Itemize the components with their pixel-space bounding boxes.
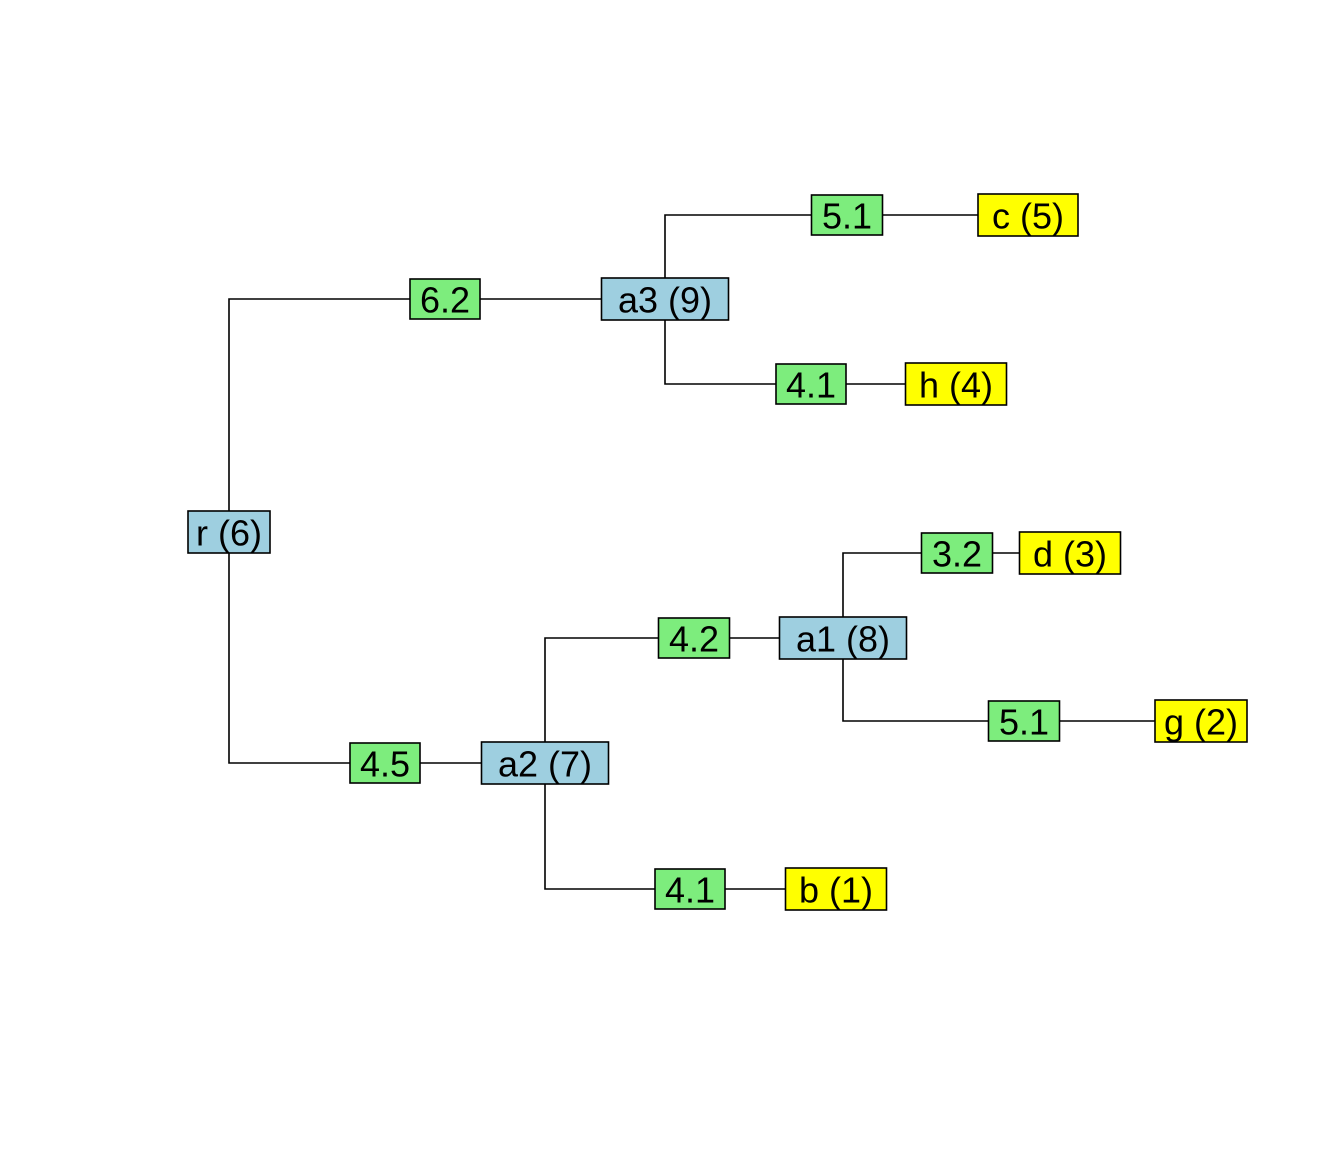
edge-r-a2 [228,532,545,764]
edge-label-layer: 6.2 4.5 5.1 4.1 4.2 4.1 3.2 5.1 [349,194,1061,911]
edge-label-text: 4.2 [669,619,719,660]
internal-node-label: a3 (9) [618,280,712,321]
edge-label-a1-g: 5.1 [987,700,1061,743]
edge-label-box [775,363,847,405]
leaf-node-box [1018,531,1122,575]
edge-label-text: 5.1 [999,702,1049,743]
leaf-node-label: d (3) [1033,534,1107,575]
leaf-node-label: h (4) [919,365,993,406]
node-a1: a1 (8) [778,616,908,660]
internal-node-label: a1 (8) [796,619,890,660]
edge-label-box [810,194,884,236]
node-layer: r (6) a3 (9) a2 (7) a1 (8) c (5) h (4) d (3) g … [187,193,1248,911]
edge-label-text: 4.1 [786,365,836,406]
edge-label-box [654,868,726,910]
edge-label-a2-a1: 4.2 [657,617,731,660]
node-r: r (6) [187,510,271,554]
node-g: g (2) [1154,699,1248,743]
edge-r-a3 [228,298,665,532]
internal-node-label: r (6) [196,513,262,554]
internal-node-box [187,510,271,554]
edge-label-text: 3.2 [932,534,982,575]
edge-label-a2-b: 4.1 [654,868,726,911]
node-d: d (3) [1018,531,1122,575]
edge-layer [228,214,1201,890]
edge-label-text: 6.2 [420,280,470,321]
leaf-node-box [977,193,1079,237]
edge-label-r-a2: 4.5 [349,742,421,785]
edge-label-r-a3: 6.2 [409,278,481,321]
node-h: h (4) [904,362,1008,406]
edge-label-box [657,617,731,659]
internal-node-box [600,277,730,321]
leaf-node-box [784,867,888,911]
edge-a2-b [544,763,836,890]
internal-node-box [480,741,610,785]
leaf-node-label: c (5) [992,196,1064,237]
edge-label-a3-c: 5.1 [810,194,884,237]
leaf-node-box [904,362,1008,406]
internal-node-label: a2 (7) [498,744,592,785]
node-a2: a2 (7) [480,741,610,785]
leaf-node-label: g (2) [1164,702,1238,743]
edge-label-text: 5.1 [822,196,872,237]
edge-label-box [920,532,994,574]
edge-label-text: 4.5 [360,744,410,785]
node-c: c (5) [977,193,1079,237]
edge-a2-a1 [544,637,843,763]
edge-label-a1-d: 3.2 [920,532,994,575]
edge-label-box [409,278,481,320]
leaf-node-label: b (1) [799,870,873,911]
edge-a1-g [842,638,1201,722]
internal-node-box [778,616,908,660]
edge-label-box [987,700,1061,742]
edge-label-a3-h: 4.1 [775,363,847,406]
edge-label-box [349,742,421,784]
edge-label-text: 4.1 [665,870,715,911]
node-b: b (1) [784,867,888,911]
edge-a1-d [842,552,1070,638]
edge-a3-h [664,299,956,385]
edge-a3-c [664,214,1028,299]
node-a3: a3 (9) [600,277,730,321]
leaf-node-box [1154,699,1248,743]
